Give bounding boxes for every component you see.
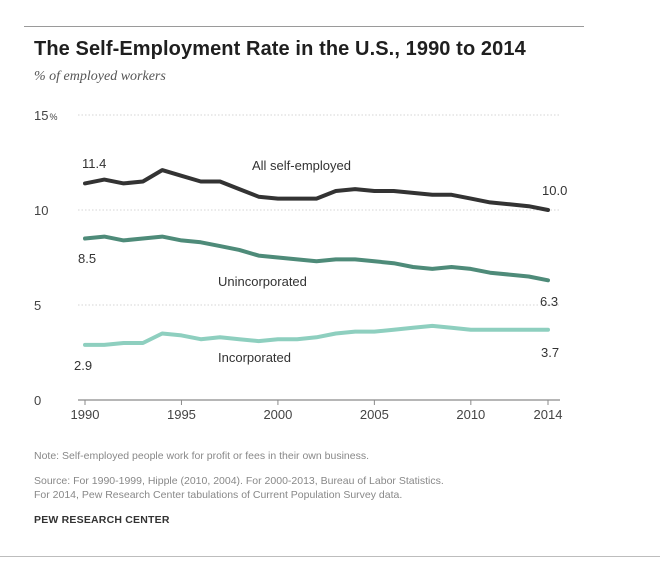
x-tick-label: 2014 [534, 407, 563, 422]
chart-note: Note: Self-employed people work for prof… [34, 450, 370, 462]
series-line-unincorporated [83, 234, 550, 283]
chart-source-line-1: Source: For 1990-1999, Hipple (2010, 200… [34, 475, 444, 487]
pew-credit: PEW RESEARCH CENTER [34, 514, 170, 526]
y-tick-label: 5 [34, 298, 41, 313]
x-tick-label: 2010 [456, 407, 485, 422]
top-rule [24, 26, 584, 27]
y-tick-label: 10 [34, 203, 48, 218]
series-start-value-label: 2.9 [74, 358, 92, 373]
series-end-value-label: 6.3 [540, 294, 558, 309]
series-start-value-label: 8.5 [78, 251, 96, 266]
chart-title: The Self-Employment Rate in the U.S., 19… [34, 38, 526, 60]
series-line-all-self-employed [83, 168, 550, 212]
x-tick-label: 1990 [71, 407, 100, 422]
y-tick-label: 0 [34, 393, 41, 408]
series-start-value-label: 11.4 [82, 156, 106, 171]
series-end-value-label: 10.0 [542, 183, 567, 198]
series-name-label: Incorporated [218, 350, 291, 365]
chart-source-line-2: For 2014, Pew Research Center tabulation… [34, 489, 403, 501]
y-tick-label: 15% [34, 108, 57, 123]
bottom-rule [0, 556, 660, 557]
series-name-label: Unincorporated [218, 274, 307, 289]
series-end-value-label: 3.7 [541, 345, 559, 360]
x-tick-label: 1995 [167, 407, 196, 422]
x-tick-label: 2005 [360, 407, 389, 422]
series-name-label: All self-employed [252, 158, 351, 173]
x-tick-label: 2000 [263, 407, 292, 422]
line-chart: 0 5 10 15% 1990 1995 2000 2005 2010 2014 All self-… [34, 108, 567, 422]
series-line-incorporated [83, 323, 550, 347]
y-unit-label: % [49, 112, 57, 122]
chart-subtitle: % of employed workers [34, 69, 166, 84]
